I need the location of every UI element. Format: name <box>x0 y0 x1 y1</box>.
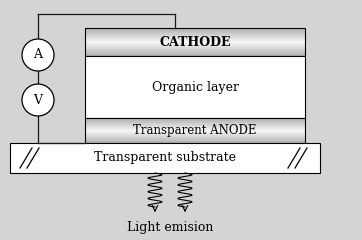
Bar <box>85 39 305 40</box>
Bar <box>85 29 305 30</box>
Bar <box>85 124 305 125</box>
Bar <box>85 44 305 45</box>
Bar <box>85 30 305 31</box>
Bar <box>85 50 305 51</box>
Bar <box>85 32 305 33</box>
Bar <box>85 136 305 137</box>
Bar <box>85 142 305 143</box>
Bar <box>10 143 320 173</box>
Bar <box>85 43 305 44</box>
Bar <box>85 33 305 34</box>
Bar <box>85 53 305 54</box>
Bar <box>85 35 305 36</box>
Bar <box>85 38 305 39</box>
Bar <box>85 46 305 47</box>
Bar <box>85 132 305 133</box>
Bar <box>85 119 305 120</box>
Bar <box>85 121 305 122</box>
Bar <box>85 123 305 124</box>
Bar <box>85 37 305 38</box>
Bar <box>85 129 305 130</box>
Bar <box>85 134 305 135</box>
Bar <box>85 128 305 129</box>
Bar <box>85 120 305 121</box>
Circle shape <box>22 84 54 116</box>
Bar <box>85 139 305 140</box>
Bar <box>85 131 305 132</box>
Text: V: V <box>34 94 42 107</box>
Bar <box>85 31 305 32</box>
Bar <box>85 141 305 142</box>
Bar <box>85 45 305 46</box>
Text: Transparent ANODE: Transparent ANODE <box>133 124 257 137</box>
Bar <box>85 137 305 138</box>
Bar <box>85 41 305 42</box>
Text: Organic layer: Organic layer <box>152 80 239 94</box>
Text: Transparent substrate: Transparent substrate <box>94 151 236 164</box>
Bar <box>85 133 305 134</box>
Circle shape <box>22 39 54 71</box>
Bar <box>85 28 305 29</box>
Bar <box>85 51 305 52</box>
Bar <box>85 126 305 127</box>
Bar <box>85 56 305 118</box>
Bar <box>85 118 305 119</box>
Bar <box>85 47 305 48</box>
Bar <box>85 36 305 37</box>
Bar <box>85 118 305 143</box>
Bar <box>85 138 305 139</box>
Bar <box>85 48 305 49</box>
Text: CATHODE: CATHODE <box>159 36 231 48</box>
Bar <box>85 55 305 56</box>
Bar <box>85 127 305 128</box>
Bar <box>85 140 305 141</box>
Bar <box>85 130 305 131</box>
Bar <box>85 122 305 123</box>
Bar <box>85 52 305 53</box>
Text: Light emision: Light emision <box>127 222 213 234</box>
Bar <box>85 54 305 55</box>
Bar <box>85 28 305 56</box>
Bar <box>85 34 305 35</box>
Text: A: A <box>34 48 42 61</box>
Bar <box>85 42 305 43</box>
Bar <box>85 49 305 50</box>
Bar <box>85 135 305 136</box>
Bar <box>85 125 305 126</box>
Bar <box>85 40 305 41</box>
